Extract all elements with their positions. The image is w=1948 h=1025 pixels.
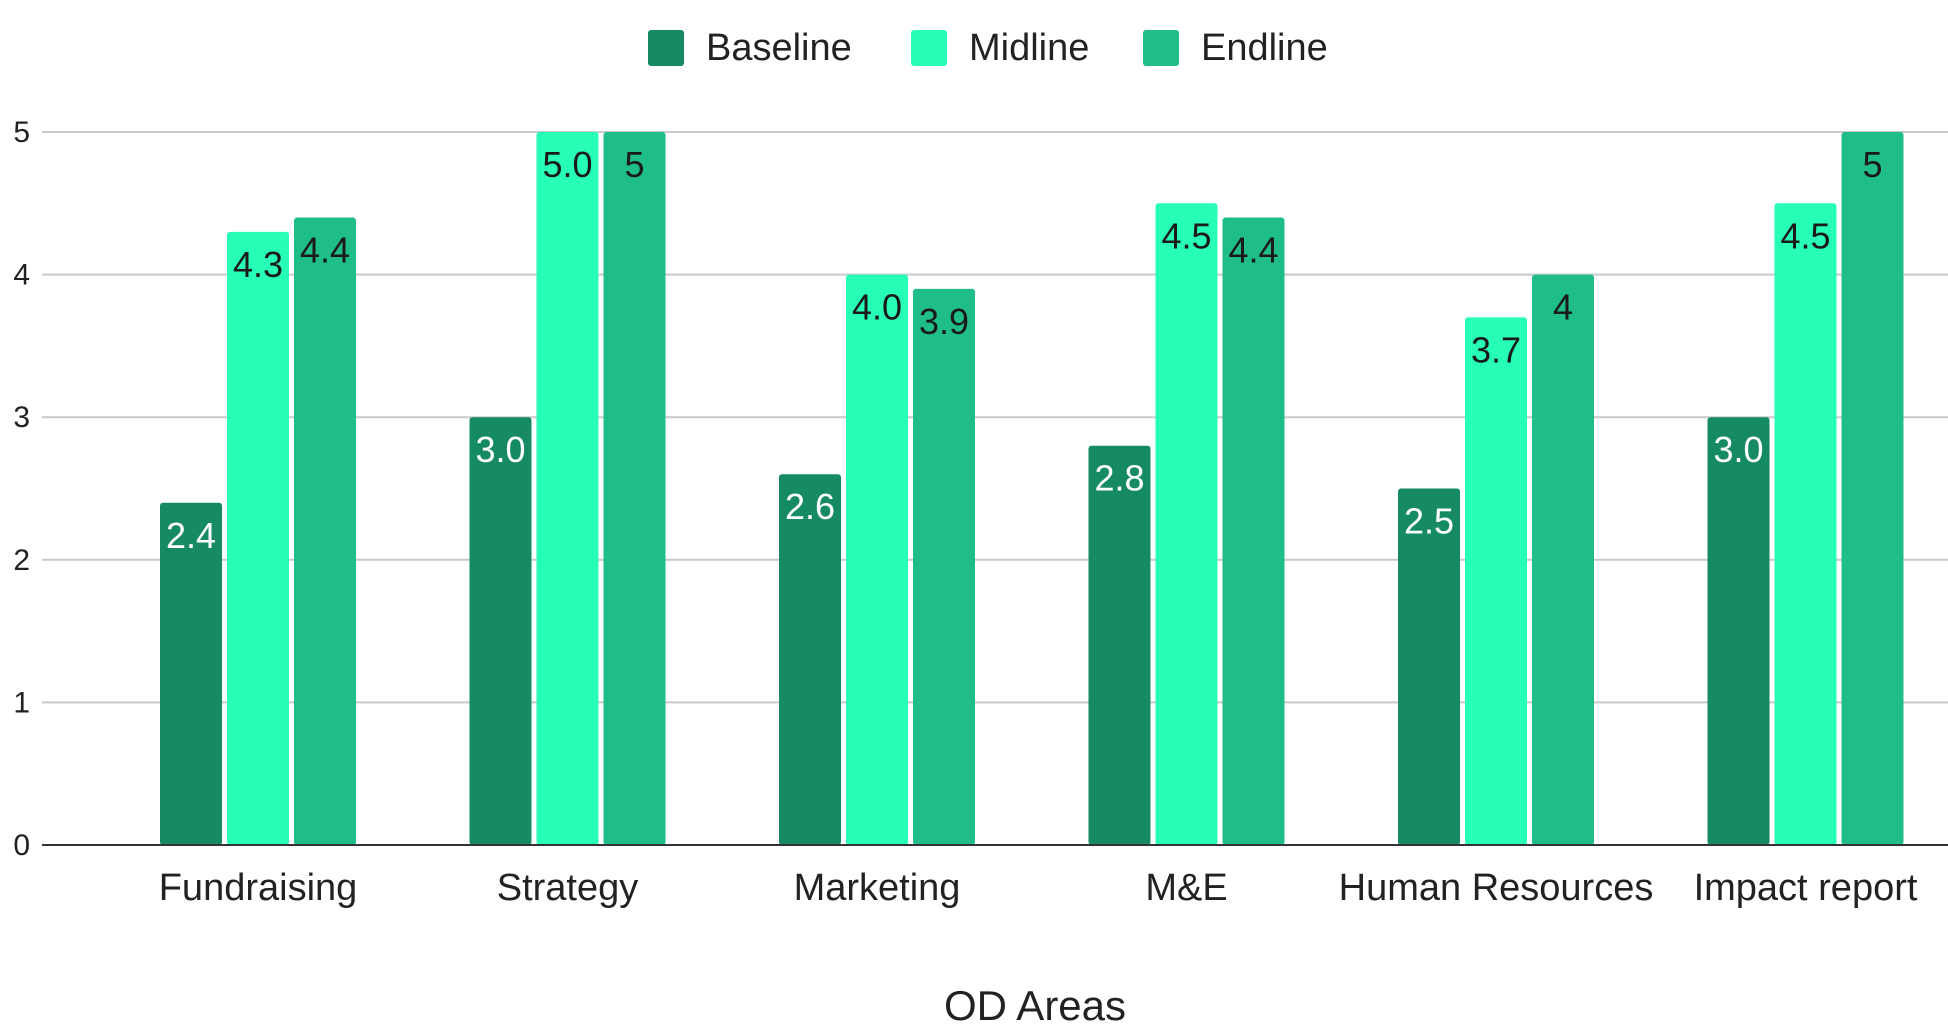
x-category-label: Strategy	[497, 867, 639, 909]
data-label-endline-1: 5	[624, 144, 644, 185]
data-label-baseline-3: 2.8	[1094, 458, 1144, 499]
bar-midline-5	[1774, 203, 1837, 846]
x-category-label: Human Resources	[1339, 867, 1654, 909]
bar-endline-0	[294, 217, 356, 845]
legend-swatch-midline	[911, 30, 947, 66]
legend: Baseline Midline Endline	[648, 27, 1328, 69]
x-category-label: M&E	[1145, 867, 1227, 909]
data-label-baseline-5: 3.0	[1713, 429, 1763, 470]
data-label-endline-4: 4	[1553, 287, 1573, 328]
y-axis-ticks: 0 1 2 3 4 5	[13, 116, 30, 862]
data-label-endline-5: 5	[1862, 144, 1882, 185]
data-label-midline-3: 4.5	[1161, 215, 1211, 256]
bar-endline-5	[1841, 132, 1904, 845]
data-label-midline-5: 4.5	[1780, 215, 1830, 256]
data-label-baseline-1: 3.0	[475, 429, 525, 470]
y-tick-label: 1	[13, 686, 30, 719]
data-label-midline-0: 4.3	[233, 244, 283, 285]
data-label-endline-2: 3.9	[919, 301, 969, 342]
bar-endline-4	[1532, 274, 1594, 846]
legend-swatch-baseline	[648, 30, 684, 66]
data-label-endline-3: 4.4	[1228, 230, 1278, 271]
bar-baseline-5	[1707, 417, 1770, 845]
bar-baseline-1	[469, 417, 532, 845]
x-category-label: Marketing	[794, 867, 961, 909]
bar-midline-4	[1465, 317, 1527, 845]
bar-endline-1	[603, 132, 666, 845]
x-axis-title: OD Areas	[944, 982, 1126, 1025]
x-category-label: Fundraising	[159, 867, 358, 909]
x-axis-categories: Fundraising Strategy Marketing M&E Human Res…	[159, 867, 1918, 909]
legend-label-endline: Endline	[1201, 27, 1328, 69]
gridlines	[42, 131, 1948, 704]
legend-swatch-endline	[1143, 30, 1179, 66]
bar-baseline-4	[1398, 488, 1460, 845]
data-label-baseline-0: 2.4	[166, 515, 216, 556]
y-tick-label: 3	[13, 401, 30, 434]
bar-endline-2	[913, 288, 975, 845]
data-label-midline-2: 4.0	[852, 287, 902, 328]
data-label-endline-0: 4.4	[300, 230, 350, 271]
x-category-label: Impact report	[1694, 867, 1918, 909]
bar-midline-2	[846, 274, 908, 846]
y-tick-label: 0	[13, 829, 30, 862]
y-tick-label: 4	[13, 259, 30, 292]
bar-baseline-3	[1088, 445, 1151, 845]
data-label-midline-1: 5.0	[542, 144, 592, 185]
data-label-midline-4: 3.7	[1471, 329, 1521, 370]
data-label-baseline-2: 2.6	[785, 486, 835, 527]
bars	[160, 132, 1904, 846]
bar-baseline-2	[779, 474, 841, 845]
y-tick-label: 2	[13, 544, 30, 577]
bar-midline-1	[536, 132, 599, 845]
bar-midline-0	[227, 231, 289, 845]
data-label-baseline-4: 2.5	[1404, 501, 1454, 542]
data-labels: 2.4 4.3 4.4 3.0 5.0 5 2.6 4.0 3.9 2.8 4.5 4.4 2.5 3.7…	[166, 144, 1883, 556]
legend-label-baseline: Baseline	[706, 27, 852, 69]
y-tick-label: 5	[13, 116, 30, 149]
bar-endline-3	[1222, 217, 1285, 845]
legend-label-midline: Midline	[969, 27, 1089, 69]
bar-midline-3	[1155, 203, 1218, 846]
bar-baseline-0	[160, 502, 222, 845]
